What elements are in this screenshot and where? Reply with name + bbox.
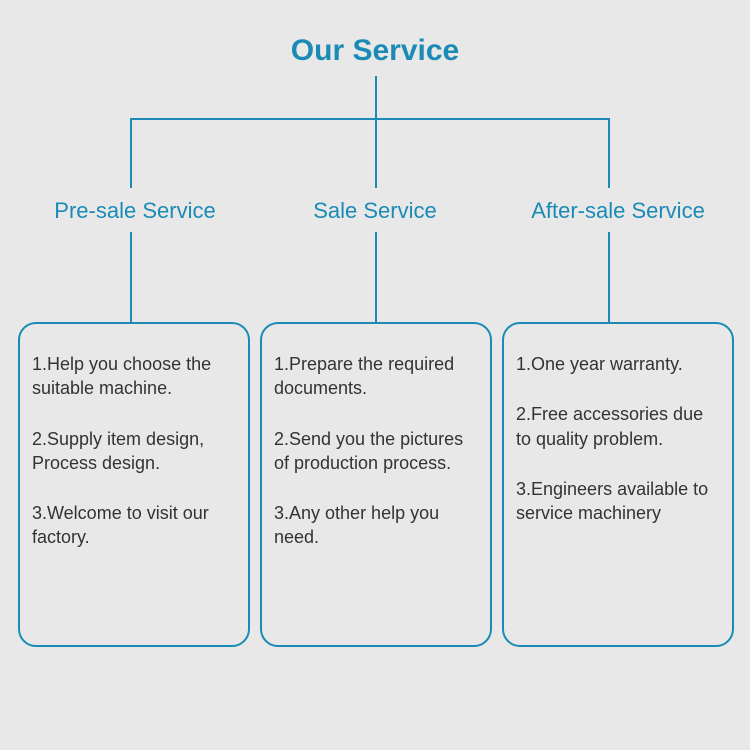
box-item: 2.Send you the pictures of production pr… [274,427,478,476]
category-sale: Sale Service [260,198,490,224]
box-item: 1.One year warranty. [516,352,720,376]
connector-trunk [375,76,377,118]
box-item: 2.Supply item design, Process design. [32,427,236,476]
box-item: 3.Engineers available to service machine… [516,477,720,526]
box-sale: 1.Prepare the required documents. 2.Send… [260,322,492,647]
connector-drop-right [608,118,610,188]
connector-drop-mid [375,118,377,188]
connector-hbar [130,118,608,120]
box-item: 3.Any other help you need. [274,501,478,550]
box-item: 1.Prepare the required documents. [274,352,478,401]
connector-drop-left [130,118,132,188]
box-item: 2.Free accessories due to quality proble… [516,402,720,451]
connector-box-right [608,232,610,322]
page-title: Our Service [0,34,750,68]
connector-box-mid [375,232,377,322]
box-aftersale: 1.One year warranty. 2.Free accessories … [502,322,734,647]
box-presale: 1.Help you choose the suitable machine. … [18,322,250,647]
category-aftersale: After-sale Service [498,198,738,224]
connector-box-left [130,232,132,322]
box-item: 3.Welcome to visit our factory. [32,501,236,550]
box-item: 1.Help you choose the suitable machine. [32,352,236,401]
category-presale: Pre-sale Service [20,198,250,224]
